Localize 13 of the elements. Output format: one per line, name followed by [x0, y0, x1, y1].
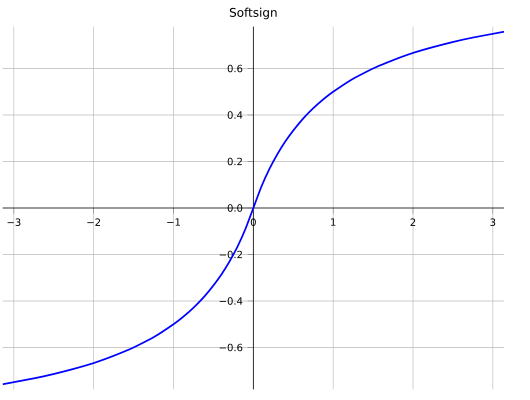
x-tick-label: −2 [87, 218, 100, 226]
x-tick-label: −1 [167, 218, 180, 226]
line-series [2, 30, 504, 386]
x-tick-label: 1 [331, 218, 336, 226]
y-tick-label: 0.4 [228, 111, 242, 119]
y-tick-label: 0.6 [228, 64, 242, 72]
y-tick-label: 0.2 [228, 158, 242, 166]
x-tick-label: 2 [410, 218, 416, 226]
x-tick-label: −3 [8, 218, 20, 226]
y-tick-label: −0.6 [220, 344, 242, 352]
chart-title: Softsign [230, 8, 277, 20]
x-tick-label: 3 [490, 218, 496, 226]
y-tick-label: −0.4 [220, 297, 242, 305]
